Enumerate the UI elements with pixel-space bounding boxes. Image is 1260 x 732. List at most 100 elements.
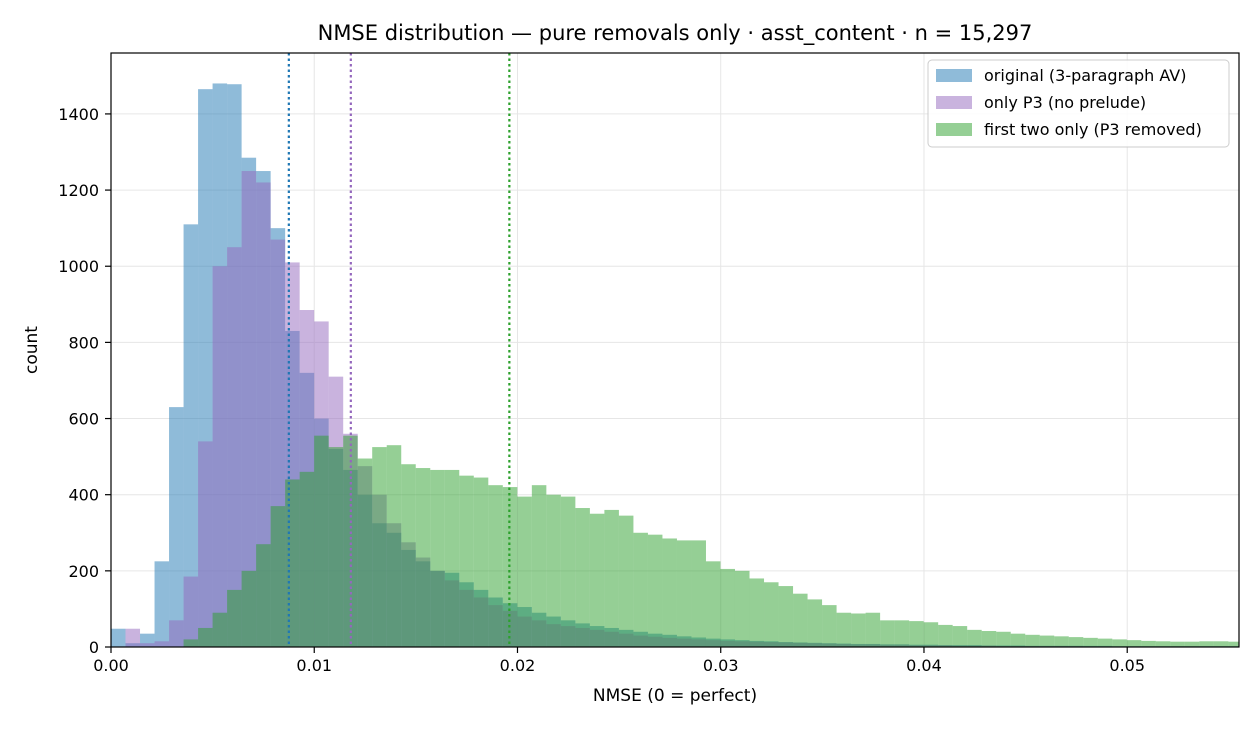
- chart-title: NMSE distribution — pure removals only ·…: [318, 21, 1033, 46]
- histogram-bar: [502, 487, 518, 647]
- histogram-bar: [1184, 641, 1200, 647]
- histogram-bar: [125, 628, 141, 647]
- histogram-bar: [604, 509, 619, 647]
- histogram-bar: [662, 538, 677, 647]
- histogram-bar: [967, 629, 982, 647]
- legend-entry: first two only (P3 removed): [984, 120, 1202, 139]
- histogram-bar: [343, 435, 358, 647]
- histogram-bar: [517, 496, 532, 647]
- histogram-bar: [357, 458, 373, 647]
- histogram-bar: [212, 266, 228, 647]
- histogram-bar: [691, 540, 706, 647]
- histogram-bar: [111, 628, 126, 647]
- legend: original (3-paragraph AV) only P3 (no pre…: [927, 59, 1230, 148]
- legend-box: [927, 59, 1230, 148]
- histogram-bar: [241, 171, 257, 648]
- histogram-bar: [444, 469, 460, 647]
- histogram-bar: [227, 589, 242, 647]
- histogram-bar: [1083, 637, 1098, 647]
- histogram-bar: [256, 544, 271, 647]
- legend-entry: original (3-paragraph AV): [984, 66, 1186, 85]
- histogram-bar: [1155, 641, 1171, 647]
- histogram-bar: [981, 631, 997, 647]
- reference-lines: [287, 53, 511, 647]
- histogram-bar: [183, 576, 199, 647]
- histogram-bar: [372, 447, 387, 647]
- histogram-bar: [140, 643, 155, 647]
- histogram-bar: [705, 561, 721, 647]
- legend-swatch: [936, 69, 972, 82]
- histogram-bar: [1010, 633, 1026, 647]
- histogram-bar: [241, 570, 257, 647]
- histogram-bar: [647, 534, 663, 647]
- histogram-bar: [1112, 639, 1127, 647]
- histogram-bar: [285, 479, 300, 647]
- histogram-bar: [401, 464, 416, 647]
- histogram-bar: [1199, 641, 1214, 647]
- plot-frame: [110, 52, 1240, 648]
- y-tick-label: 600: [68, 410, 99, 429]
- histogram-bar: [676, 540, 692, 647]
- histogram-bar: [169, 620, 184, 647]
- histogram-bar: [880, 620, 895, 647]
- histogram-bar: [633, 532, 648, 647]
- histogram-bar: [589, 513, 605, 647]
- histogram-bar: [894, 620, 910, 647]
- histogram-bar: [256, 182, 271, 647]
- x-tick-label: 0.05: [1109, 656, 1145, 675]
- y-tick-label: 400: [68, 486, 99, 505]
- histogram-bar: [560, 496, 576, 647]
- histogram-bar: [618, 515, 634, 647]
- histogram-bar: [270, 506, 286, 647]
- histogram-bar: [1039, 635, 1055, 647]
- histogram-bar: [749, 578, 765, 647]
- histogram-bar: [212, 612, 228, 647]
- histogram-bar: [531, 485, 547, 647]
- x-tick-label: 0.01: [296, 656, 332, 675]
- x-tick-label: 0.04: [906, 656, 942, 675]
- legend-swatch: [936, 123, 972, 136]
- histogram-bar: [299, 471, 315, 647]
- histogram-bar: [720, 568, 735, 647]
- legend-entry: only P3 (no prelude): [984, 93, 1146, 112]
- histogram-bar: [865, 612, 881, 647]
- histogram-bar: [198, 627, 213, 647]
- x-tick-label: 0.02: [500, 656, 536, 675]
- histogram-bar: [488, 485, 503, 647]
- histogram-bar: [415, 468, 431, 647]
- histogram-bar: [807, 599, 823, 647]
- histogram-bar: [1126, 640, 1142, 647]
- histogram-bar: [1141, 640, 1156, 647]
- histogram-bar: [909, 621, 924, 647]
- histogram-bar: [938, 624, 953, 647]
- histogram-bar: [575, 508, 590, 647]
- series-3-bars: [183, 435, 1239, 647]
- histogram-bar: [1228, 641, 1239, 647]
- histogram-bar: [793, 593, 808, 647]
- histogram-bar: [183, 224, 199, 647]
- histogram-bar: [1213, 641, 1229, 647]
- histogram-bars: [111, 83, 1239, 648]
- histogram-bar: [227, 247, 242, 647]
- y-tick-label: 0: [89, 638, 99, 657]
- histogram-bar: [1097, 638, 1113, 647]
- histogram-bar: [1054, 636, 1069, 647]
- histogram-bar: [778, 586, 794, 647]
- histogram-bar: [473, 477, 489, 647]
- histogram-bar: [328, 447, 344, 647]
- histogram-bar: [851, 613, 866, 647]
- x-axis-label: NMSE (0 = perfect): [593, 686, 757, 706]
- histogram-bar: [1025, 634, 1040, 647]
- histogram-bar: [952, 626, 968, 647]
- histogram-bar: [836, 612, 852, 647]
- histogram-bar: [430, 469, 445, 647]
- histogram-bar: [764, 582, 779, 647]
- histogram-bar: [386, 445, 402, 647]
- histogram-bar: [546, 494, 561, 647]
- histogram-bar: [183, 639, 199, 647]
- histogram-bar: [459, 475, 474, 647]
- y-axis-label: count: [22, 326, 42, 374]
- histogram-bar: [923, 622, 939, 647]
- y-tick-label: 1000: [58, 257, 99, 276]
